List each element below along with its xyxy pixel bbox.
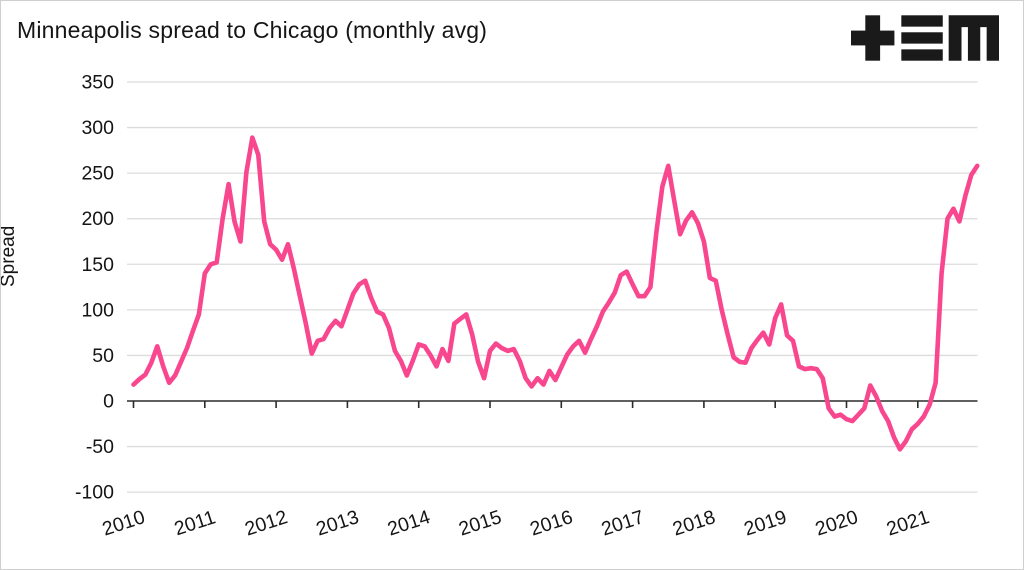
svg-text:250: 250 [81, 163, 114, 185]
svg-text:150: 150 [81, 254, 114, 276]
svg-text:2014: 2014 [385, 506, 433, 540]
x-tick-labels: 2010 2011 2012 2013 2014 2015 2016 2017 2018 2019… [100, 506, 932, 540]
chart-title: Minneapolis spread to Chicago (monthly a… [17, 17, 488, 43]
gridlines [127, 81, 978, 493]
svg-text:-100: -100 [75, 482, 114, 504]
y-tick-labels: 350 300 250 200 150 100 50 0 -50 -100 [75, 71, 114, 503]
bars-icon [901, 15, 943, 61]
svg-text:2021: 2021 [884, 506, 932, 540]
svg-text:50: 50 [92, 345, 114, 367]
svg-text:2018: 2018 [670, 506, 718, 540]
svg-text:350: 350 [81, 71, 114, 93]
x-axis [127, 400, 978, 408]
svg-text:2017: 2017 [599, 506, 647, 540]
svg-text:2015: 2015 [456, 506, 504, 540]
svg-text:-50: -50 [86, 436, 114, 458]
svg-text:2019: 2019 [741, 506, 789, 540]
spread-line-series [131, 135, 980, 452]
svg-text:2011: 2011 [172, 506, 219, 540]
svg-text:300: 300 [81, 117, 114, 139]
svg-text:2020: 2020 [813, 506, 861, 540]
tem-logo [851, 15, 999, 61]
svg-text:100: 100 [81, 299, 114, 321]
plus-icon [851, 15, 895, 61]
svg-text:2010: 2010 [100, 506, 148, 540]
svg-text:2016: 2016 [527, 506, 575, 540]
m-icon [948, 15, 999, 61]
svg-text:0: 0 [103, 391, 114, 413]
svg-text:2013: 2013 [314, 506, 362, 540]
svg-text:2012: 2012 [242, 506, 290, 540]
svg-text:200: 200 [81, 208, 114, 230]
